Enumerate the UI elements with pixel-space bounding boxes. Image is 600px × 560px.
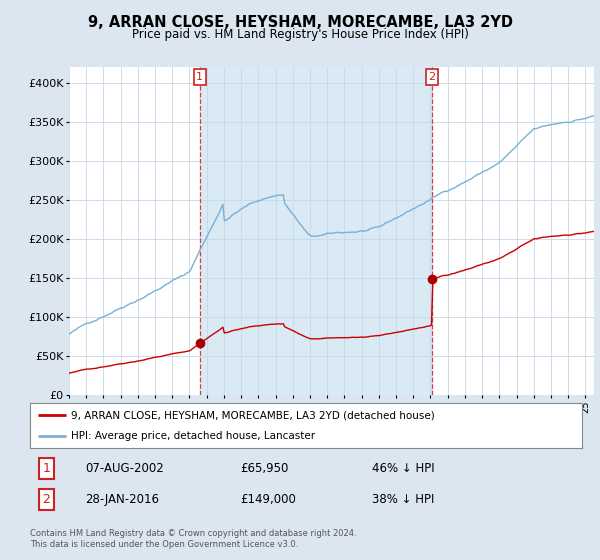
Bar <box>200 67 432 395</box>
Text: 07-AUG-2002: 07-AUG-2002 <box>85 462 164 475</box>
Text: Contains HM Land Registry data © Crown copyright and database right 2024.
This d: Contains HM Land Registry data © Crown c… <box>30 529 356 549</box>
Text: 46% ↓ HPI: 46% ↓ HPI <box>372 462 435 475</box>
Text: 9, ARRAN CLOSE, HEYSHAM, MORECAMBE, LA3 2YD: 9, ARRAN CLOSE, HEYSHAM, MORECAMBE, LA3 … <box>88 15 512 30</box>
Text: £149,000: £149,000 <box>240 493 296 506</box>
Text: HPI: Average price, detached house, Lancaster: HPI: Average price, detached house, Lanc… <box>71 431 316 441</box>
Text: 28-JAN-2016: 28-JAN-2016 <box>85 493 159 506</box>
Text: Price paid vs. HM Land Registry's House Price Index (HPI): Price paid vs. HM Land Registry's House … <box>131 28 469 41</box>
Text: 1: 1 <box>43 462 50 475</box>
Text: 9, ARRAN CLOSE, HEYSHAM, MORECAMBE, LA3 2YD (detached house): 9, ARRAN CLOSE, HEYSHAM, MORECAMBE, LA3 … <box>71 410 435 421</box>
Text: 1: 1 <box>196 72 203 82</box>
Text: 2: 2 <box>428 72 436 82</box>
Text: 38% ↓ HPI: 38% ↓ HPI <box>372 493 434 506</box>
Text: 2: 2 <box>43 493 50 506</box>
Text: £65,950: £65,950 <box>240 462 288 475</box>
